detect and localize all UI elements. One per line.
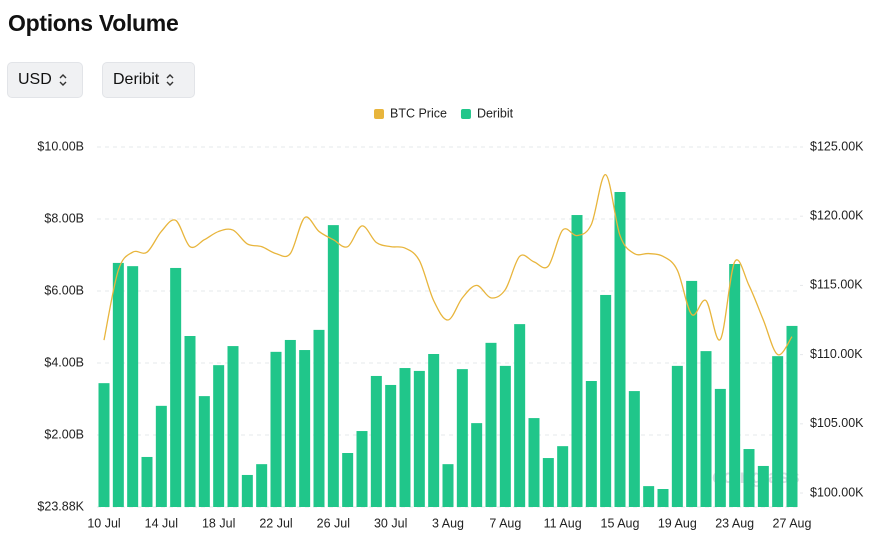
bar: [757, 465, 769, 507]
bar: [456, 369, 468, 507]
bar: [643, 486, 655, 507]
bar: [270, 351, 282, 507]
bar: [485, 342, 497, 507]
bar: [256, 464, 268, 507]
bar: [213, 365, 225, 507]
x-tick-label: 19 Aug: [658, 516, 697, 530]
y2-tick-label: $100.00K: [810, 485, 864, 499]
legend-swatch: [374, 109, 384, 119]
bar: [671, 365, 683, 507]
x-tick-label: 18 Jul: [202, 516, 235, 530]
bar: [772, 356, 784, 507]
y-tick-label: $2.00B: [44, 427, 84, 441]
bar: [385, 384, 397, 507]
bar: [141, 456, 153, 507]
page-title: Options Volume: [8, 10, 179, 36]
select-label: USD: [18, 71, 52, 88]
y2-tick-label: $105.00K: [810, 416, 864, 430]
bar: [743, 449, 755, 507]
bar: [499, 365, 511, 507]
y2-tick-label: $125.00K: [810, 139, 864, 153]
bar: [198, 396, 210, 507]
x-tick-label: 7 Aug: [489, 516, 521, 530]
x-tick-label: 23 Aug: [715, 516, 754, 530]
x-tick-label: 10 Jul: [87, 516, 120, 530]
bar: [729, 264, 741, 507]
bar: [471, 423, 483, 507]
chevron-icon: [59, 74, 67, 86]
x-tick-label: 30 Jul: [374, 516, 407, 530]
bar: [686, 280, 698, 507]
y-tick-label: $4.00B: [44, 355, 84, 369]
x-tick-label: 27 Aug: [773, 516, 812, 530]
bar: [657, 489, 669, 507]
x-tick-label: 3 Aug: [432, 516, 464, 530]
legend-swatch: [460, 109, 471, 119]
bar: [786, 325, 798, 507]
x-tick-label: 22 Jul: [259, 516, 292, 530]
y-tick-label: $10.00B: [37, 139, 84, 153]
bar: [557, 446, 569, 507]
bar: [241, 474, 253, 507]
bar: [514, 324, 526, 507]
bar: [528, 418, 540, 507]
bar: [714, 388, 726, 507]
bar: [356, 431, 368, 507]
bar: [370, 375, 382, 507]
bar: [428, 354, 440, 507]
y-tick-label: $23.88K: [37, 499, 84, 513]
bar: [585, 381, 597, 507]
bar: [600, 294, 612, 507]
y-tick-label: $8.00B: [44, 211, 84, 225]
y2-tick-label: $110.00K: [810, 347, 863, 361]
bar: [571, 215, 583, 508]
bar: [313, 329, 325, 507]
x-tick-label: 14 Jul: [145, 516, 178, 530]
bar: [342, 453, 354, 507]
bar: [299, 350, 311, 507]
bar: [628, 391, 640, 507]
bar: [112, 262, 124, 507]
currency-select[interactable]: USD: [7, 62, 83, 98]
y2-tick-label: $120.00K: [810, 209, 864, 223]
bar: [413, 370, 425, 507]
bar: [98, 383, 110, 507]
bar: [442, 464, 454, 507]
bar: [614, 192, 626, 507]
x-tick-label: 26 Jul: [317, 516, 350, 530]
bar: [227, 346, 239, 507]
exchange-select[interactable]: Deribit: [102, 62, 195, 98]
bar: [327, 225, 339, 507]
bar: [399, 368, 411, 507]
bar: [700, 351, 712, 507]
bar: [127, 266, 139, 507]
legend-label: BTC Price: [390, 106, 447, 120]
bar: [284, 339, 296, 507]
bar: [542, 458, 554, 507]
select-label: Deribit: [113, 71, 160, 88]
legend-label: Deribit: [477, 106, 514, 120]
y-tick-label: $6.00B: [44, 283, 84, 297]
x-tick-label: 15 Aug: [601, 516, 640, 530]
bar: [155, 405, 167, 507]
bar: [170, 267, 182, 507]
bar: [184, 336, 196, 507]
price-line: [103, 174, 793, 356]
x-tick-label: 11 Aug: [544, 516, 582, 530]
chevron-icon: [166, 74, 174, 86]
y2-tick-label: $115.00K: [810, 278, 863, 292]
